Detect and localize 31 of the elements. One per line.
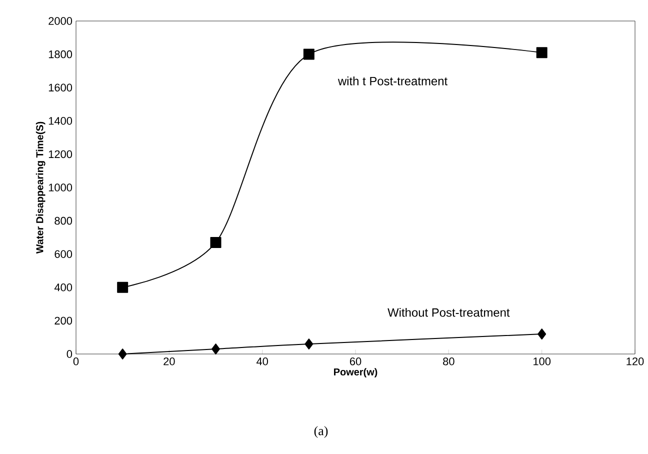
y-tick-label: 1400 (48, 117, 72, 125)
x-axis-title: Power(w) (334, 368, 378, 378)
y-tick-label: 200 (54, 316, 72, 325)
text: (a) (314, 426, 328, 438)
y-tick-label: 1200 (48, 150, 72, 158)
point (212, 344, 220, 354)
y-axis-title: Water Disappearing Time(S) (36, 122, 46, 254)
series-label: Without Post-treatment (388, 308, 510, 317)
point (538, 328, 546, 340)
x-tick-label: 20 (164, 358, 175, 366)
y-tick-label: 1800 (48, 50, 72, 58)
point (303, 48, 314, 60)
y-tick-label: 400 (54, 284, 72, 292)
y-tick-label: 1000 (48, 184, 72, 192)
point (304, 338, 314, 350)
point (118, 348, 127, 360)
point (117, 282, 128, 293)
x-tick-label: 0 (73, 358, 79, 366)
x-tick-label: 60 (350, 358, 362, 366)
x-tick-label: 80 (443, 358, 454, 366)
point (210, 236, 222, 248)
y-tick-label: 1600 (48, 84, 72, 92)
x-tick-label: 40 (256, 358, 268, 366)
x-tick-label: 120 (626, 358, 644, 366)
y-tick-label: 0 (66, 350, 72, 358)
text: with t Post-treatment (338, 76, 448, 86)
y-tick-label: 2000 (48, 17, 72, 25)
point (536, 47, 548, 58)
y-tick-label: 800 (54, 216, 72, 225)
y-tick-label: 600 (54, 250, 72, 258)
x-tick-label: 100 (534, 358, 551, 366)
